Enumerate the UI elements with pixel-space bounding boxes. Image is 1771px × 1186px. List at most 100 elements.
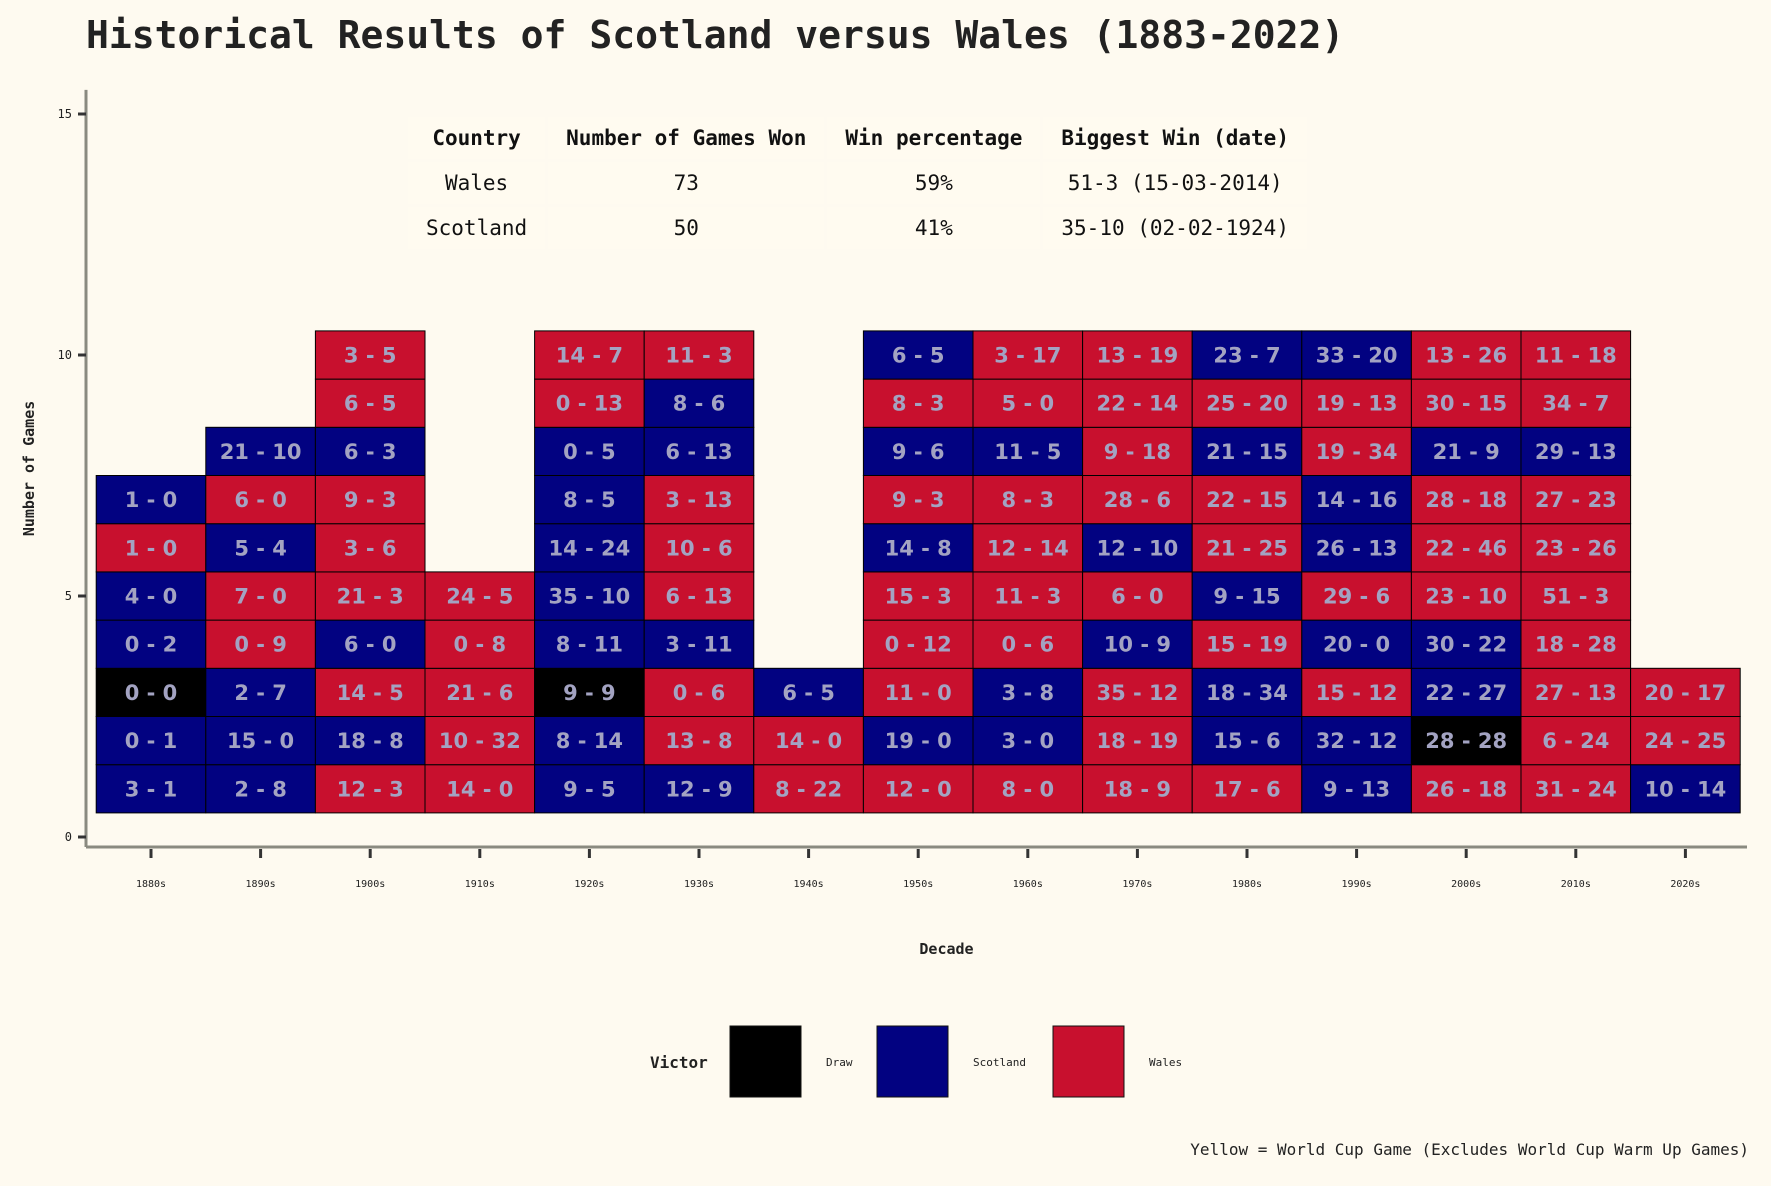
result-tile xyxy=(534,523,645,573)
summary-table-row: Scotland 50 41% 35-10 (02-02-1924) xyxy=(408,207,1307,249)
summary-table-header: Biggest Win (date) xyxy=(1043,117,1307,159)
result-score-label: 8 - 22 xyxy=(775,777,842,801)
result-tile xyxy=(643,378,755,428)
result-score-label: 2 - 8 xyxy=(234,777,287,801)
result-tile xyxy=(1301,523,1412,573)
result-tile xyxy=(1520,571,1632,621)
result-tile xyxy=(1410,475,1522,525)
result-tile xyxy=(643,330,755,380)
result-tile xyxy=(1301,571,1412,621)
result-tile xyxy=(643,523,755,573)
result-score-label: 11 - 3 xyxy=(994,585,1061,609)
result-score-label: 0 - 5 xyxy=(563,440,616,464)
result-tile xyxy=(314,475,426,525)
result-tile xyxy=(1082,764,1193,814)
legend-label: Scotland xyxy=(973,1056,1026,1069)
result-score-label: 0 - 6 xyxy=(1002,633,1055,657)
result-score-label: 19 - 34 xyxy=(1316,440,1398,464)
result-tile xyxy=(1301,330,1412,380)
result-score-label: 9 - 6 xyxy=(892,440,945,464)
result-tile xyxy=(424,764,536,814)
result-tiles: 3 - 1 0 - 1 0 - 0 0 - 2 4 - 0 1 - 0 1 - 0 2 - 8… xyxy=(95,330,1741,814)
summary-table-cell: 41% xyxy=(827,207,1041,249)
y-tick-label: 0 xyxy=(65,830,72,844)
y-axis-ticks: 0 5 10 15 xyxy=(58,107,86,844)
y-tick-label: 10 xyxy=(58,348,72,362)
result-score-label: 14 - 0 xyxy=(775,729,842,753)
chart-caption: Yellow = World Cup Game (Excludes World … xyxy=(1190,1140,1749,1159)
result-tile xyxy=(1082,716,1193,766)
result-score-label: 6 - 0 xyxy=(344,633,397,657)
result-score-label: 5 - 4 xyxy=(234,536,287,560)
result-score-label: 9 - 18 xyxy=(1104,440,1171,464)
result-tile xyxy=(95,619,207,669)
result-score-label: 19 - 13 xyxy=(1316,392,1398,416)
summary-table-cell: 59% xyxy=(827,162,1041,204)
result-score-label: 0 - 8 xyxy=(454,633,507,657)
result-score-label: 10 - 9 xyxy=(1104,633,1171,657)
summary-table-cell: 35-10 (02-02-1924) xyxy=(1043,207,1307,249)
legend-label: Draw xyxy=(826,1056,853,1069)
result-score-label: 30 - 15 xyxy=(1425,392,1507,416)
result-score-label: 23 - 7 xyxy=(1213,344,1280,368)
legend-label: Wales xyxy=(1149,1056,1182,1069)
result-tile xyxy=(205,426,316,476)
summary-table-header: Number of Games Won xyxy=(548,117,825,159)
result-score-label: 22 - 46 xyxy=(1425,536,1507,560)
summary-table-cell: 73 xyxy=(548,162,825,204)
result-tile xyxy=(1630,764,1741,814)
x-tick-label: 2020s xyxy=(1670,879,1700,890)
result-tile xyxy=(643,619,755,669)
result-tile xyxy=(424,716,536,766)
result-score-label: 18 - 19 xyxy=(1097,729,1179,753)
y-tick-label: 15 xyxy=(58,107,72,121)
result-score-label: 19 - 0 xyxy=(885,729,952,753)
result-score-label: 8 - 0 xyxy=(1002,777,1055,801)
result-tile xyxy=(1301,475,1412,525)
result-score-label: 22 - 15 xyxy=(1206,488,1288,512)
result-score-label: 5 - 0 xyxy=(1002,392,1055,416)
x-axis-title: Decade xyxy=(919,940,973,958)
result-score-label: 29 - 13 xyxy=(1535,440,1617,464)
x-tick-label: 1970s xyxy=(1122,879,1152,890)
result-score-label: 34 - 7 xyxy=(1542,392,1609,416)
x-axis-ticks: 1880s 1890s 1900s 1910s 1920s 1930s 1940s 1950s… xyxy=(136,849,1700,890)
result-score-label: 6 - 0 xyxy=(234,488,287,512)
result-score-label: 9 - 3 xyxy=(344,488,397,512)
result-score-label: 4 - 0 xyxy=(125,585,178,609)
result-score-label: 9 - 13 xyxy=(1323,777,1390,801)
result-score-label: 33 - 20 xyxy=(1316,344,1398,368)
result-tile xyxy=(643,764,755,814)
result-score-label: 12 - 3 xyxy=(337,777,404,801)
result-score-label: 12 - 9 xyxy=(665,777,732,801)
result-tile xyxy=(534,716,645,766)
result-tile xyxy=(753,667,864,717)
result-score-label: 21 - 3 xyxy=(337,585,404,609)
result-tile xyxy=(972,571,1084,621)
result-score-label: 25 - 20 xyxy=(1206,392,1288,416)
result-tile xyxy=(1630,667,1741,717)
result-tile xyxy=(95,571,207,621)
result-tile xyxy=(1520,475,1632,525)
x-tick-label: 1920s xyxy=(574,879,604,890)
result-tile xyxy=(95,764,207,814)
result-tile xyxy=(534,619,645,669)
result-score-label: 11 - 5 xyxy=(994,440,1061,464)
result-score-label: 6 - 5 xyxy=(782,681,835,705)
result-tile xyxy=(753,716,864,766)
result-score-label: 18 - 28 xyxy=(1535,633,1617,657)
summary-table-cell: Scotland xyxy=(408,207,546,249)
result-score-label: 21 - 9 xyxy=(1433,440,1500,464)
result-score-label: 8 - 3 xyxy=(892,392,945,416)
summary-table-cell: 50 xyxy=(548,207,825,249)
result-score-label: 15 - 6 xyxy=(1213,729,1280,753)
result-tile xyxy=(1191,330,1303,380)
result-score-label: 0 - 12 xyxy=(885,633,952,657)
result-tile xyxy=(643,426,755,476)
result-score-label: 14 - 5 xyxy=(337,681,404,705)
legend-swatch xyxy=(1052,1025,1125,1098)
result-score-label: 13 - 26 xyxy=(1425,344,1507,368)
result-score-label: 23 - 10 xyxy=(1425,585,1507,609)
result-score-label: 14 - 24 xyxy=(549,536,631,560)
result-tile xyxy=(862,475,974,525)
